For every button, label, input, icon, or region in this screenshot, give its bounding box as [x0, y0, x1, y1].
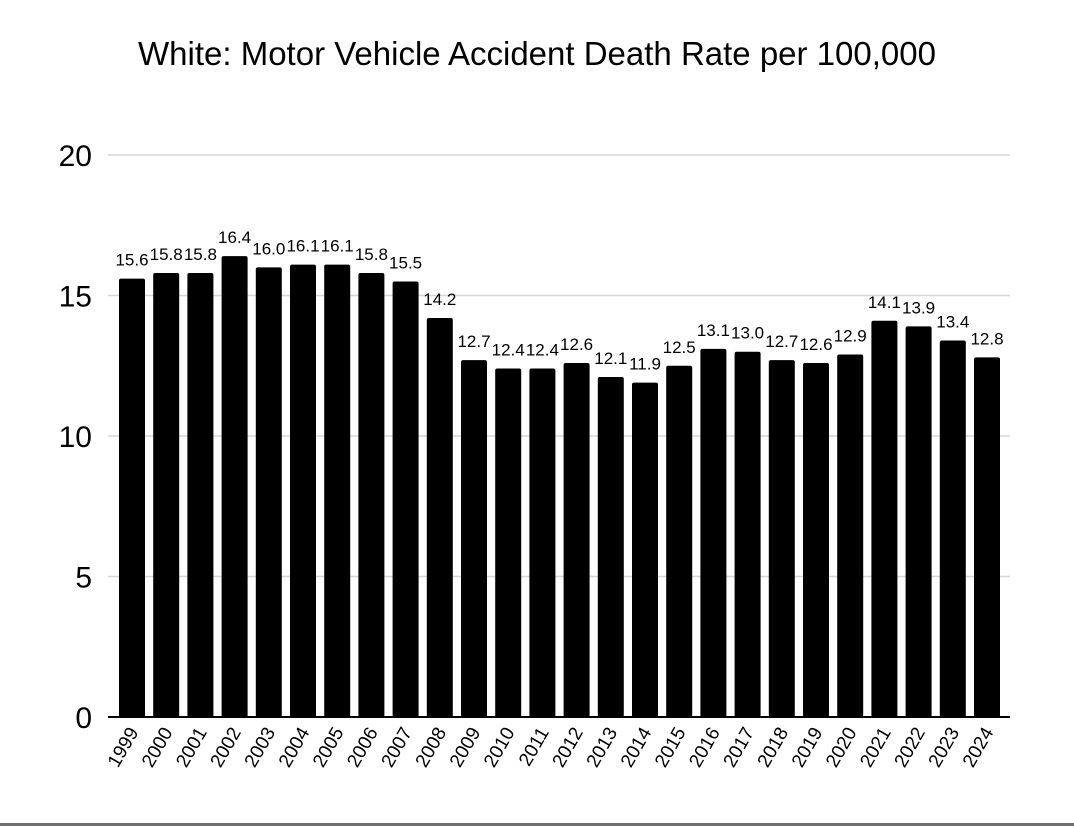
data-label: 13.9: [902, 298, 935, 317]
x-tick-label: 1999: [104, 724, 143, 771]
bar: [255, 267, 282, 717]
bar: [803, 362, 829, 717]
bar: [974, 357, 1000, 717]
y-tick-label: 0: [75, 702, 92, 735]
data-label: 16.4: [218, 228, 251, 247]
bar: [563, 362, 590, 717]
data-label: 13.1: [697, 321, 730, 340]
y-tick-label: 5: [75, 562, 92, 595]
x-tick-label: 2009: [446, 724, 485, 771]
bar: [392, 281, 419, 717]
x-tick-label: 2017: [720, 724, 759, 771]
data-label: 12.4: [526, 341, 559, 360]
data-label: 15.8: [355, 245, 388, 264]
x-tick-label: 2011: [515, 724, 554, 770]
x-tick-label: 2012: [549, 724, 588, 771]
data-labels: 15.6 15.8 15.816.416.0 16.1 16.1 15.8 15.514.2…: [115, 228, 1003, 373]
data-label: 12.7: [457, 332, 490, 351]
data-label: 12.4: [492, 341, 525, 360]
x-tick-label: 2002: [207, 724, 246, 771]
bar: [700, 348, 727, 717]
data-label: 12.9: [834, 327, 867, 346]
x-tick-label: 2015: [651, 724, 690, 771]
bar: [221, 256, 248, 717]
bar: [597, 376, 624, 717]
x-tick-label: 2021: [856, 724, 895, 771]
x-tick-label: 2004: [275, 724, 315, 771]
data-label: 16.1: [286, 237, 319, 256]
data-label: 16.0: [252, 239, 285, 258]
y-tick-label: 20: [59, 140, 92, 173]
data-label: 13.4: [936, 312, 969, 331]
x-tick-label: 2019: [788, 724, 827, 771]
data-label: 15.5: [389, 253, 422, 272]
x-tick-label: 2018: [754, 724, 793, 771]
x-tick-label: 2014: [617, 724, 657, 771]
y-axis-ticks: 0 5 10 15 20: [59, 140, 92, 735]
x-tick-label: 2010: [480, 724, 519, 771]
x-tick-label: 2007: [378, 724, 417, 771]
x-tick-label: 2024: [959, 724, 999, 771]
data-label: 12.6: [560, 335, 593, 354]
x-tick-label: 2023: [925, 724, 964, 771]
y-tick-label: 10: [59, 421, 92, 454]
bar: [119, 278, 145, 717]
bar: [426, 317, 453, 717]
bars: [119, 256, 1000, 717]
data-label: 12.7: [765, 332, 798, 351]
data-label: 13.0: [731, 324, 764, 343]
bar: [529, 368, 556, 717]
x-tick-label: 2005: [309, 724, 348, 771]
bar: [905, 326, 932, 717]
x-tick-label: 2016: [685, 724, 724, 771]
data-label: 15.6: [115, 251, 148, 270]
data-label: 12.8: [970, 329, 1003, 348]
bar: [871, 320, 898, 717]
data-label: 15.8: [184, 245, 217, 264]
bar: [632, 382, 658, 717]
x-tick-label: 2006: [343, 724, 382, 771]
data-label: 16.1: [321, 237, 354, 256]
chart-title: White: Motor Vehicle Accident Death Rate…: [138, 35, 936, 72]
x-tick-label: 2020: [822, 724, 861, 771]
bar: [837, 354, 864, 717]
data-label: 11.9: [629, 355, 661, 374]
bar: [153, 273, 180, 717]
bar: [666, 365, 693, 717]
bar: [495, 368, 522, 717]
bar: [358, 273, 385, 717]
x-tick-label: 2008: [412, 724, 451, 771]
bar: [461, 360, 487, 717]
bar: [734, 351, 761, 717]
data-label: 12.1: [594, 349, 627, 368]
bar: [290, 264, 316, 717]
data-label: 14.1: [868, 293, 901, 312]
x-tick-label: 2003: [241, 724, 280, 771]
x-tick-label: 2000: [138, 724, 177, 771]
data-label: 15.8: [150, 245, 183, 264]
data-label: 12.5: [663, 338, 696, 357]
x-tick-label: 2022: [891, 724, 930, 771]
data-label: 12.6: [799, 335, 832, 354]
x-tick-label: 2013: [583, 724, 622, 771]
bar: [768, 360, 795, 717]
bar: [324, 264, 351, 717]
data-label: 14.2: [423, 290, 456, 309]
y-tick-label: 15: [59, 281, 92, 314]
x-axis-ticks: 1999200020012002200320042005200620072008…: [104, 724, 999, 771]
x-tick-label: 2001: [172, 724, 211, 771]
bar: [187, 273, 214, 717]
bar: [939, 340, 966, 717]
bottom-border: [0, 823, 1074, 826]
